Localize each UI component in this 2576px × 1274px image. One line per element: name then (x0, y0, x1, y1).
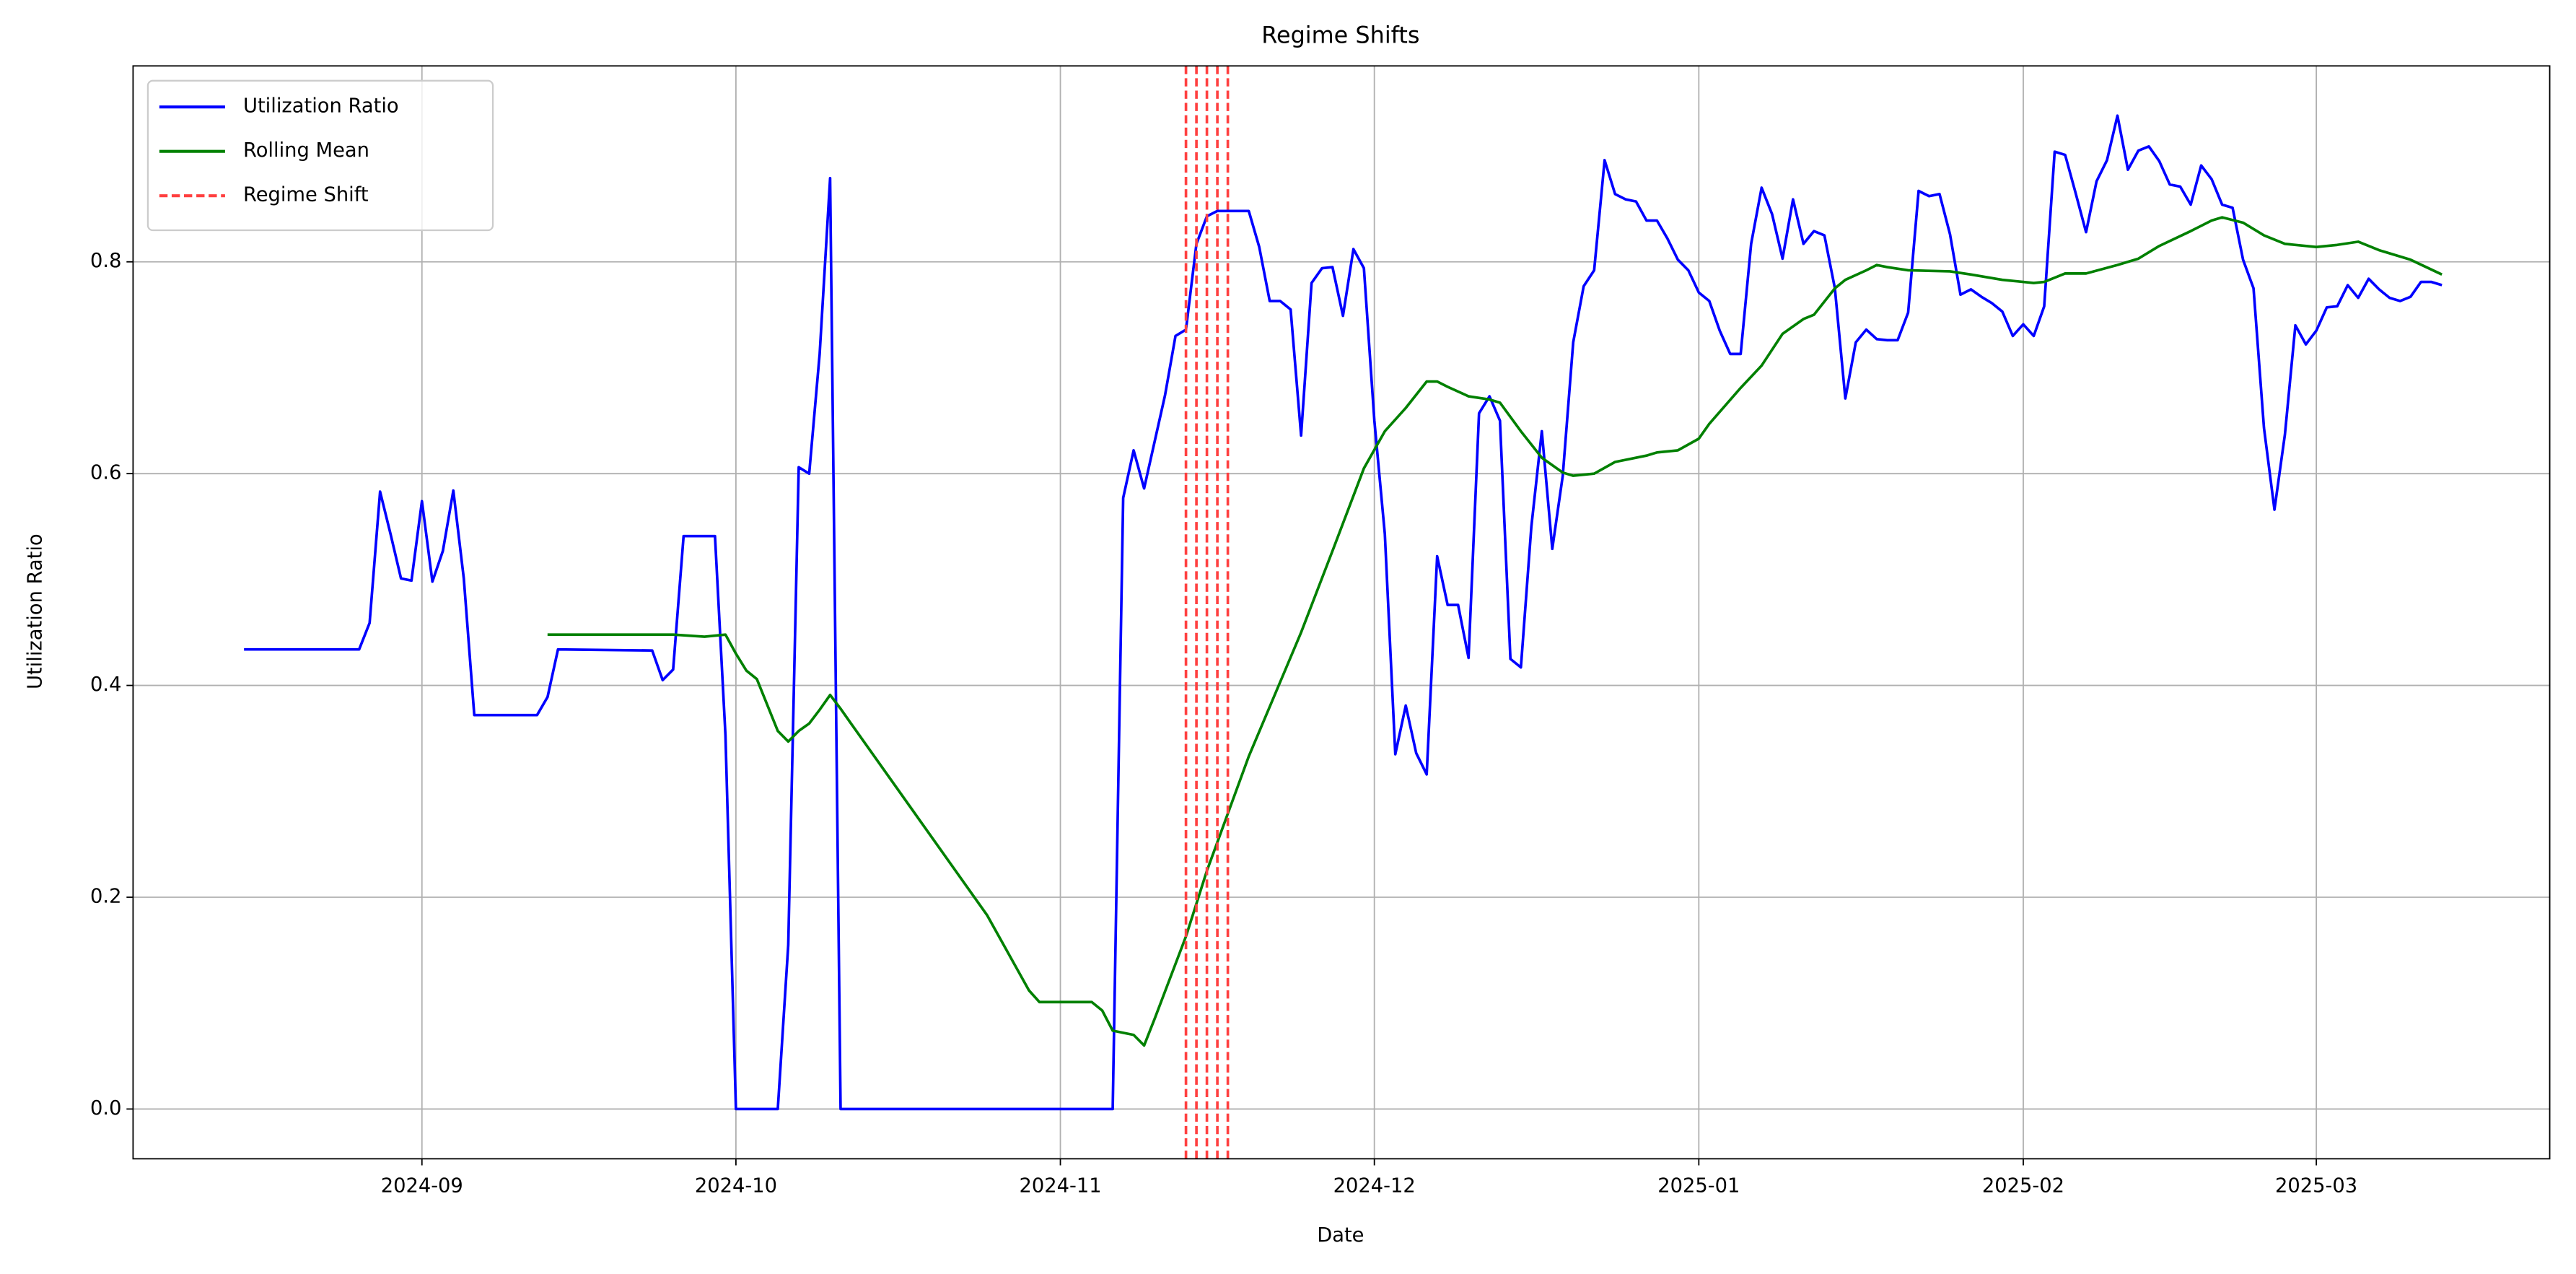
legend-label: Regime Shift (243, 184, 369, 206)
y-tick-label: 0.8 (90, 250, 121, 272)
chart-title: Regime Shifts (1261, 21, 1419, 48)
x-tick-label: 2024-12 (1333, 1175, 1416, 1197)
legend-label: Rolling Mean (243, 139, 369, 162)
plot-frame (132, 65, 2551, 1160)
x-tick-label: 2024-09 (381, 1175, 463, 1197)
x-tick-label: 2025-02 (1982, 1175, 2064, 1197)
y-tick-label: 0.6 (90, 462, 121, 484)
legend-box (146, 79, 494, 232)
x-axis-label: Date (1317, 1224, 1364, 1247)
y-tick-label: 0.2 (90, 886, 121, 908)
x-tick-label: 2025-03 (2275, 1175, 2357, 1197)
y-tick-label: 0.0 (90, 1097, 121, 1120)
data-line (244, 114, 2443, 1111)
x-tick-label: 2025-01 (1657, 1175, 1740, 1197)
y-tick-label: 0.4 (90, 673, 121, 696)
x-tick-label: 2024-10 (695, 1175, 777, 1197)
legend-label: Utilization Ratio (243, 95, 399, 118)
x-tick-label: 2024-11 (1019, 1175, 1101, 1197)
data-line (547, 216, 2443, 1047)
y-axis-label: Utilization Ratio (25, 533, 47, 689)
